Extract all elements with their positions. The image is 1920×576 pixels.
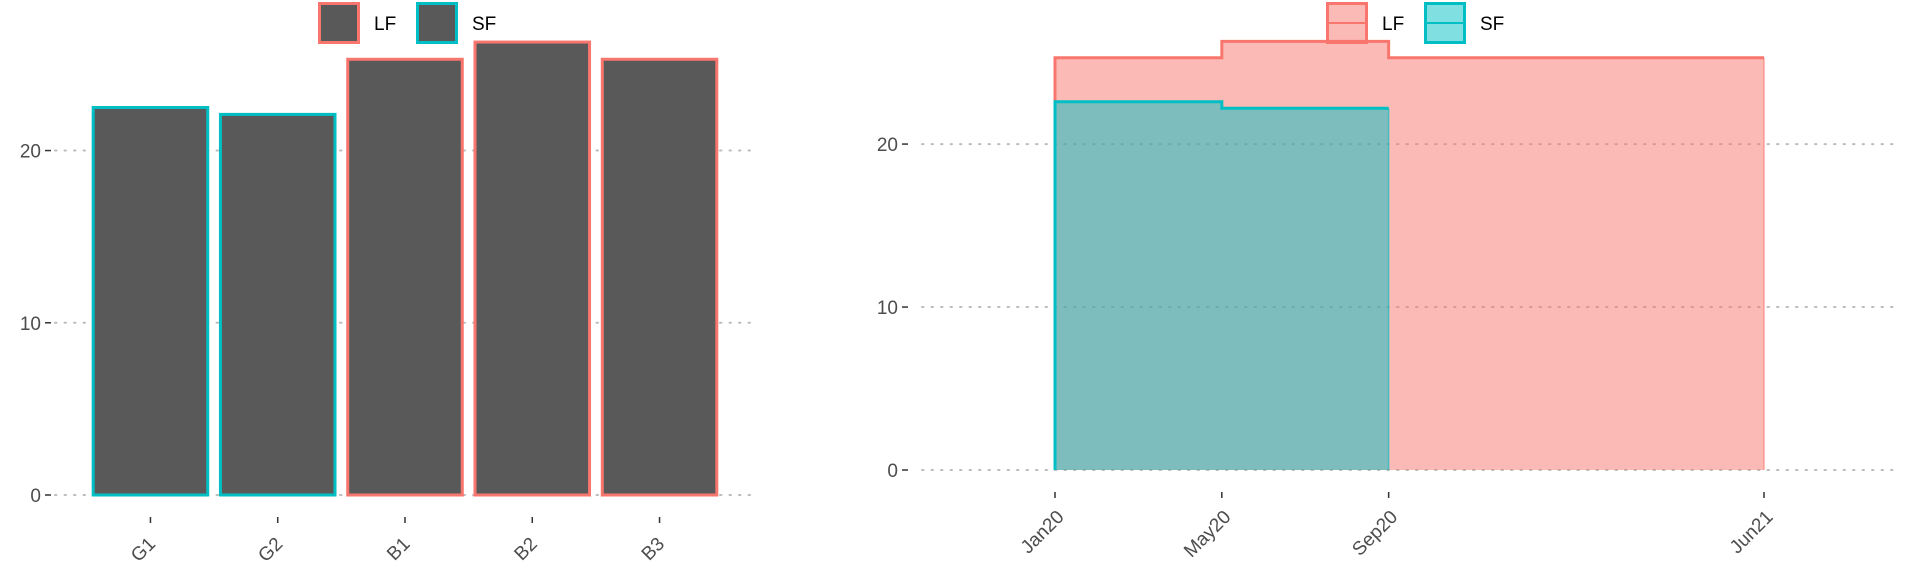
- bar: [218, 112, 337, 497]
- y-tick-label: 0: [30, 486, 41, 507]
- bar: [346, 57, 464, 497]
- x-tick-label: G1: [127, 534, 160, 567]
- x-tick-label: B1: [383, 534, 414, 565]
- x-tick-label: May20: [1180, 507, 1235, 562]
- area-chart-panel: 0 10 20 Jan20 May20 Sep20 Jun21 LF SF: [877, 2, 1901, 562]
- x-tick-label: Jan20: [1017, 507, 1068, 558]
- series-line-lf: [1053, 39, 1764, 470]
- legend-label: LF: [1382, 14, 1404, 35]
- x-tick-label: Jun21: [1726, 507, 1777, 558]
- area-sf: [1055, 101, 1389, 470]
- bar: [600, 57, 719, 497]
- y-tick-label: 10: [877, 298, 898, 319]
- legend-key: [318, 2, 360, 44]
- legend-label: SF: [472, 14, 496, 35]
- series-line-sf: [1053, 100, 1389, 470]
- y-tick-label: 0: [887, 461, 898, 482]
- bar: [473, 40, 592, 497]
- x-tick-label: G2: [254, 534, 287, 567]
- y-tick-label: 20: [877, 135, 898, 156]
- y-tick-label: 20: [20, 142, 41, 163]
- x-tick-label: Sep20: [1348, 507, 1402, 561]
- legend-label: LF: [374, 14, 396, 35]
- y-tick-label: 10: [20, 314, 41, 335]
- bar-chart-panel: 0 10 20 G1 G2 B1 B2 B3 LF SF: [20, 2, 756, 567]
- x-tick-label: B2: [511, 534, 542, 565]
- bar: [91, 106, 210, 497]
- legend-key: [416, 2, 458, 44]
- legend-label: SF: [1480, 14, 1504, 35]
- x-tick-label: B3: [638, 534, 669, 565]
